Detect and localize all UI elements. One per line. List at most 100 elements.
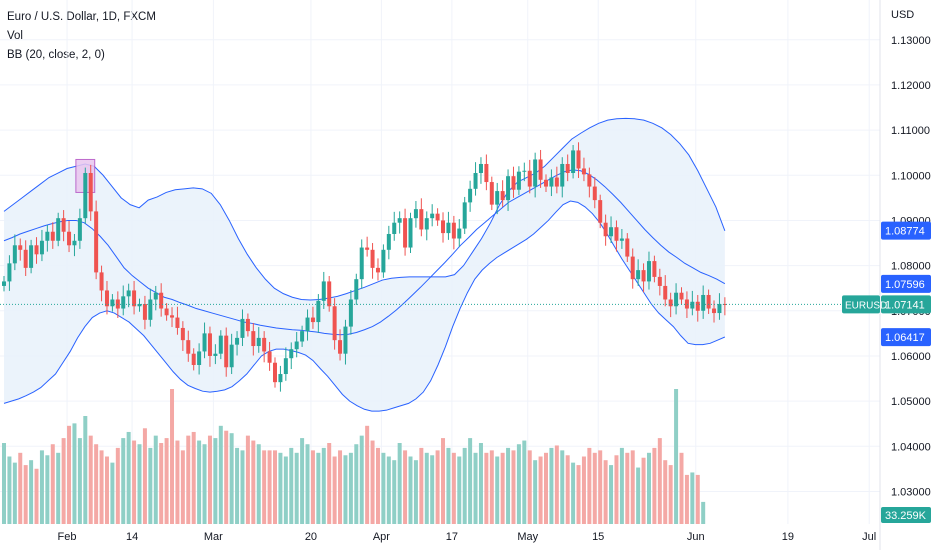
candle-body [576,150,581,169]
volume-bar [115,447,120,524]
candle-body [706,294,711,309]
candle-body [484,163,489,183]
volume-bar [495,456,500,524]
volume-bar [132,440,137,524]
candle-body [77,218,82,241]
volume-bar [94,444,99,524]
time-axis[interactable]: Feb 14 Mar 20 Apr 17 May 15 Jun 19 Jul [58,531,877,543]
bb-lower-label-bg [881,328,931,347]
volume-bar [560,450,565,524]
volume-bar [506,447,511,524]
volume-bar [300,438,305,524]
candle-body [381,249,386,273]
candle-body [186,340,191,354]
volume-bar [191,431,196,524]
volume-bar [511,450,516,524]
volume-bar [609,465,614,524]
volume-bar [18,452,23,524]
volume-bar [695,474,700,524]
x-tick-label: 17 [446,531,458,543]
candle-body [2,281,6,286]
candle-body [430,213,435,219]
candle-body [332,306,337,341]
volume-bar [34,468,39,524]
candle-body [462,202,467,229]
volume-bar [430,455,435,524]
last-price-label: 1.07141 [885,299,925,311]
candle-body [229,344,234,368]
candle-body [500,191,505,201]
x-tick-label: May [517,531,538,543]
volume-bar [202,444,207,524]
candle-body [625,238,630,257]
candle-body [359,247,364,280]
volume-bar [386,456,391,524]
volume-bar [12,462,17,524]
candle-body [132,290,137,307]
candle-body [137,304,142,307]
volume-bar [316,452,321,524]
volume-bar [544,452,548,524]
volume-bar [451,452,456,524]
volume-bar [630,450,635,524]
volume-bar [533,460,538,524]
candle-body [7,263,12,282]
price-axis[interactable]: 1.130001.120001.110001.100001.090001.080… [842,9,931,523]
candle-body [722,304,727,306]
candle-body [245,318,250,332]
candle-body [674,292,679,307]
volume-bar [224,430,229,524]
candle-body [652,261,657,277]
volume-bar [289,447,294,524]
volume-bar [587,447,592,524]
x-tick-label: Mar [204,531,223,543]
candle-body [468,188,473,203]
volume-bar [365,425,370,524]
bb-basis-label: 1.07596 [885,279,925,291]
candle-body [365,247,370,250]
candle-body [316,300,321,323]
candle-body [478,163,483,174]
candle-body [61,218,66,232]
volume-bar [148,447,153,524]
volume-bar [646,452,651,524]
bb-lower-label: 1.06417 [885,332,925,344]
x-tick-label: 20 [305,531,317,543]
volume-bar [375,447,380,524]
volume-bar [207,435,212,524]
volume-bar [413,460,418,524]
bb-basis-line [3,169,726,336]
volume-value-label: 33.259K [885,510,927,522]
volume-bar [565,455,570,524]
volume-bar [478,443,483,524]
volume-bar [175,440,180,524]
candle-body [72,240,77,246]
candle-body [424,218,429,230]
volume-bar [262,450,267,524]
volume-bar [99,450,104,524]
candle-body [701,294,706,311]
candle-body [262,337,267,352]
candle-body [614,227,619,241]
volume-bar [245,435,250,524]
volume-bar [522,440,527,524]
volume-bar [619,447,624,524]
candle-body [560,163,565,187]
volume-bars [2,389,706,524]
candle-body [148,299,153,320]
candle-body [668,299,673,307]
candle-body [256,337,261,347]
volume-bar [267,450,272,524]
candle-body [213,353,218,356]
candle-body [240,318,245,338]
candle-body [56,218,61,241]
bollinger-legend: BB (20, close, 2, 0) [7,49,105,61]
candle-body [224,335,229,368]
candle-body [202,333,207,352]
candle-body [375,267,380,273]
candle-body [522,170,527,172]
y-tick-label: 1.03000 [891,486,931,498]
bb-upper-label: 1.08774 [885,226,925,238]
candle-body [609,227,614,237]
